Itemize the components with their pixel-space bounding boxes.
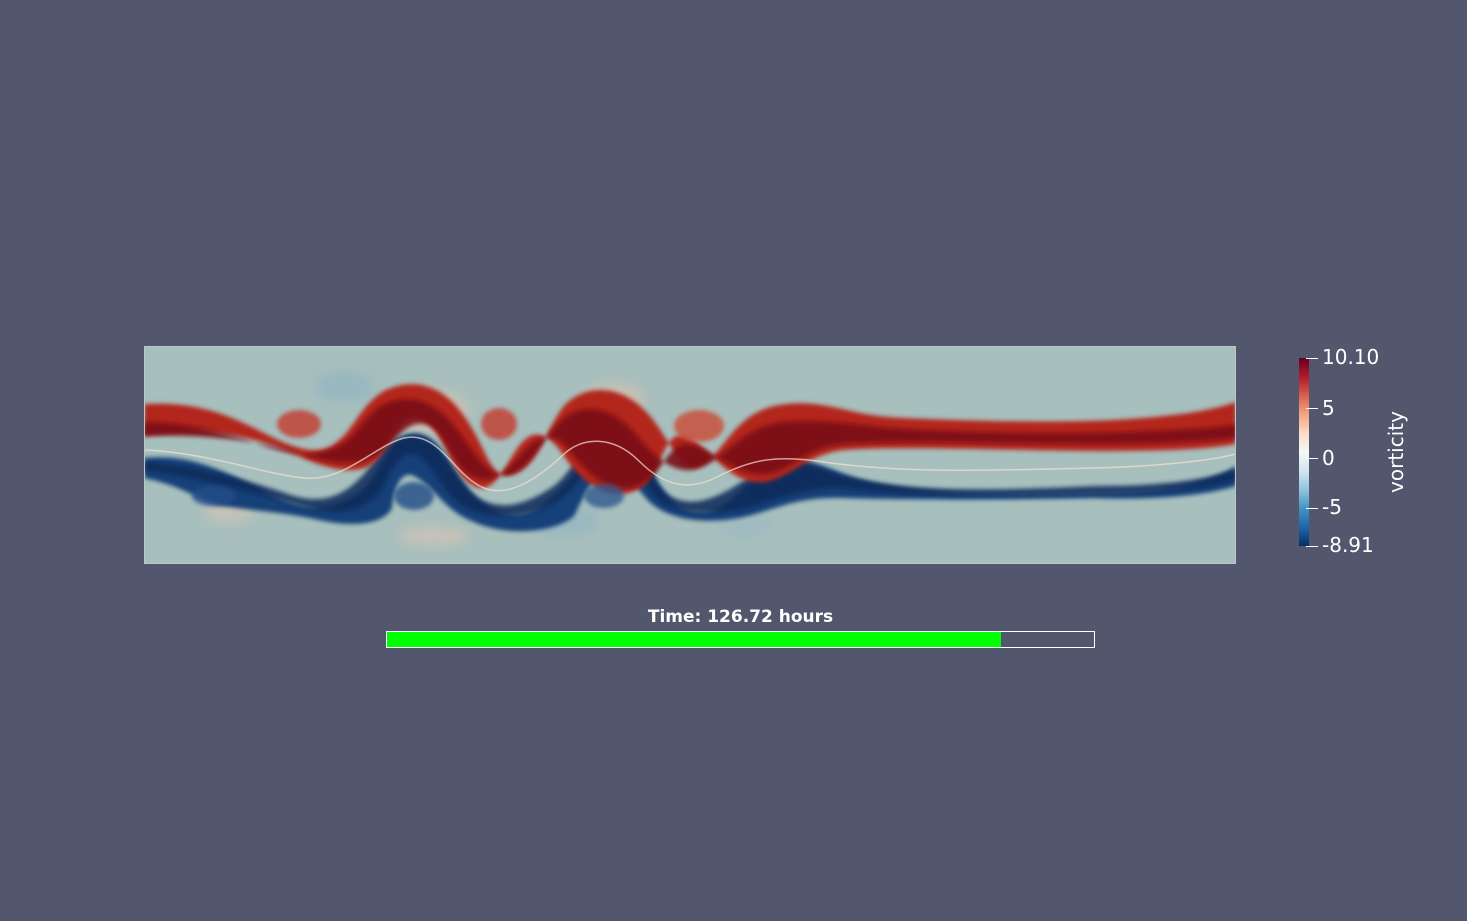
colorbar-tick-min [1306,546,1318,547]
vortex-highlights [192,408,724,510]
field-border [144,346,1236,564]
vorticity-negative-core [144,435,1236,516]
time-progress-fill [387,632,1001,647]
vorticity-zero-line [144,436,1236,492]
colorbar-tick-5 [1306,408,1318,409]
vorticity-positive-core [144,399,1236,489]
vorticity-field-plot[interactable] [144,346,1236,564]
colorbar-label-max: 10.10 [1322,345,1380,369]
time-label: Time: 126.72 hours [647,607,834,627]
colorbar-label-5: 5 [1322,396,1335,420]
colorbar-label-minus5: -5 [1322,495,1342,519]
colorbar-label-0: 0 [1322,446,1335,470]
colorbar-tick-max [1306,358,1318,359]
vorticity-negative-band [144,433,1236,532]
colorbar-tick-0 [1306,458,1318,459]
colorbar-label-min: -8.91 [1322,533,1374,557]
time-progress-bar [386,631,1095,648]
colorbar-title: vorticity [1384,411,1408,493]
colorbar-tick-minus5 [1306,508,1318,509]
vorticity-colorbar [1299,358,1309,546]
